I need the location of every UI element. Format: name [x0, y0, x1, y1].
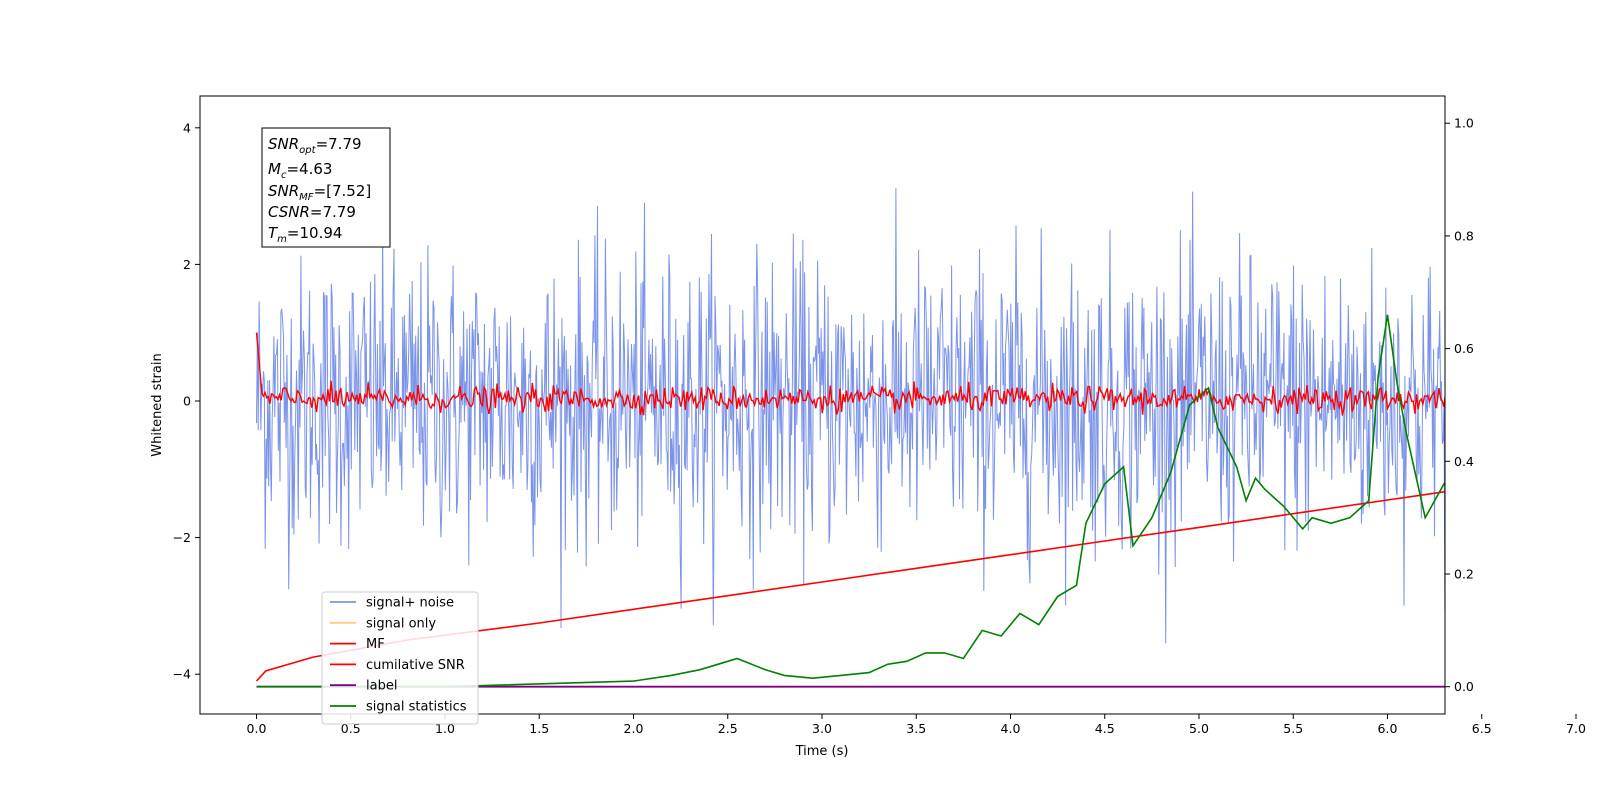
x-tick-label: 5.0 [1189, 721, 1209, 736]
x-tick-label: 6.0 [1378, 721, 1398, 736]
legend-label: label [366, 679, 397, 694]
x-tick-label: 3.5 [906, 721, 926, 736]
x-tick-label: 4.5 [1095, 721, 1115, 736]
annotation-snr-mf: SNRMF=[7.52] [268, 182, 371, 203]
legend-entry-mf: MF [330, 637, 385, 652]
legend-label: signal+ noise [366, 596, 454, 611]
legend-label: MF [366, 637, 385, 652]
x-tick-label: 1.5 [529, 721, 549, 736]
legend: signal+ noise signal only MF cumilative SNR… [321, 591, 479, 725]
legend-entry-cumulative-snr: cumilative SNR [330, 658, 465, 673]
y-tick-label: −4 [173, 667, 191, 682]
x-tick-label: 3.0 [812, 721, 832, 736]
annotation-snr-opt: SNRopt=7.79 [268, 135, 362, 156]
x-tick-label: 1.0 [435, 721, 455, 736]
y2-axis-ticks: 1.0 0.8 0.6 0.4 0.2 0.0 [1445, 116, 1474, 694]
x-tick-label: 2.5 [718, 721, 738, 736]
y-tick-label: 0 [183, 394, 191, 409]
y-tick-label: 4 [183, 120, 191, 135]
annotation-tm: Tm=10.94 [268, 224, 342, 245]
legend-entry-signal-only: signal only [330, 616, 436, 631]
legend-label: signal statistics [366, 700, 467, 715]
x-tick-label: 2.0 [624, 721, 644, 736]
series-signal-noise-line [256, 188, 1445, 644]
series-signal-statistics-line [256, 314, 1445, 688]
y2-tick-label: 0.4 [1454, 454, 1474, 469]
x-tick-label: 0.5 [341, 721, 361, 736]
y-tick-label: 2 [183, 257, 191, 272]
x-tick-label: 0.0 [247, 721, 267, 736]
x-tick-label: 6.5 [1472, 721, 1492, 736]
y2-tick-label: 1.0 [1454, 116, 1474, 131]
annotation-box: SNRopt=7.79 Mc=4.63 SNRMF=[7.52] CSNR=7.… [261, 127, 391, 248]
legend-entry-signal-statistics: signal statistics [330, 700, 467, 715]
y-axis-label: Whitened strain [150, 353, 165, 456]
legend-box [321, 591, 479, 725]
series-mf-line [255, 332, 1445, 416]
x-axis-ticks: 0.0 0.5 1.0 1.5 2.0 2.5 3.0 3.5 4.0 4.5 5.0 5.5 6.0 6… [247, 714, 1586, 736]
x-tick-label: 5.5 [1283, 721, 1303, 736]
x-tick-label: 7.0 [1566, 721, 1586, 736]
x-tick-label: 4.0 [1001, 721, 1021, 736]
y-tick-label: −2 [173, 530, 191, 545]
y2-tick-label: 0.6 [1454, 341, 1474, 356]
annotation-csnr: CSNR=7.79 [268, 203, 356, 221]
y2-tick-label: 0.0 [1454, 679, 1474, 694]
legend-label: signal only [366, 616, 436, 631]
y2-tick-label: 0.2 [1454, 567, 1474, 582]
y-axis-ticks: 4 2 0 −2 −4 [173, 120, 200, 682]
y2-tick-label: 0.8 [1454, 228, 1474, 243]
legend-entry-label: label [330, 679, 397, 694]
legend-label: cumilative SNR [366, 658, 465, 673]
x-axis-label: Time (s) [795, 744, 849, 759]
annotation-mc: Mc=4.63 [268, 160, 332, 181]
series-cumulative-snr-line [255, 490, 1445, 682]
legend-entry-signal-noise: signal+ noise [330, 596, 454, 611]
plot-area [255, 188, 1445, 688]
